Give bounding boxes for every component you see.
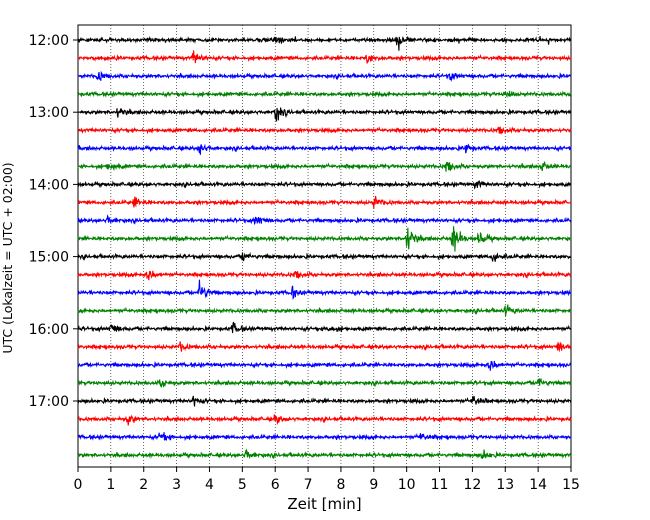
trace-1445 [77,226,572,252]
x-tick-label-1: 1 [106,477,115,493]
y-tick-label-1700: 17:00 [29,394,69,410]
trace-1730 [77,432,572,442]
trace-1530 [77,279,572,300]
trace-1300 [77,107,572,122]
trace-1230 [77,70,572,82]
trace-1215 [77,50,572,64]
trace-1330 [77,143,572,155]
x-tick-label-14: 14 [529,477,547,493]
y-tick-label-1200: 12:00 [29,33,69,49]
trace-1600 [77,321,572,334]
x-tick-label-12: 12 [463,477,481,493]
trace-1545 [77,304,572,317]
x-tick-label-8: 8 [336,477,345,493]
trace-1645 [77,378,572,389]
y-axis-ticks: 12:00 13:00 14:00 15:00 16:00 17:00 [29,33,78,410]
y-tick-label-1600: 16:00 [29,322,69,338]
trace-1515 [77,270,572,281]
trace-1630 [77,360,572,371]
trace-1715 [77,413,572,426]
trace-1745 [77,448,572,460]
seismic-traces [77,35,572,460]
trace-1245 [77,90,572,99]
x-tick-label-11: 11 [431,477,449,493]
x-tick-label-2: 2 [139,477,148,493]
trace-1500 [77,251,572,262]
trace-1200 [77,35,572,51]
x-tick-label-10: 10 [398,477,416,493]
y-tick-label-1300: 13:00 [29,105,69,121]
x-tick-label-5: 5 [238,477,247,493]
x-axis-ticks: 0 1 2 3 4 5 6 7 8 9 10 11 12 13 14 15 [74,467,580,493]
trace-1345 [77,161,572,172]
x-tick-label-9: 9 [369,477,378,493]
x-tick-label-13: 13 [496,477,514,493]
x-tick-label-15: 15 [562,477,580,493]
x-tick-label-6: 6 [271,477,280,493]
x-axis-label: Zeit [min] [287,495,361,513]
y-tick-label-1400: 14:00 [29,177,69,193]
x-tick-label-0: 0 [74,477,83,493]
plot-frame [77,24,572,468]
x-tick-label-7: 7 [304,477,313,493]
y-axis-label: UTC (Lokalzeit = UTC + 02:00) [0,162,15,353]
trace-1700 [77,395,572,407]
trace-1430 [77,214,572,226]
x-tick-label-3: 3 [172,477,181,493]
trace-1615 [77,341,572,353]
trace-1315 [77,126,572,135]
trace-1400 [77,179,572,190]
x-tick-label-4: 4 [205,477,214,493]
trace-1415 [77,195,572,209]
y-tick-label-1500: 15:00 [29,250,69,266]
